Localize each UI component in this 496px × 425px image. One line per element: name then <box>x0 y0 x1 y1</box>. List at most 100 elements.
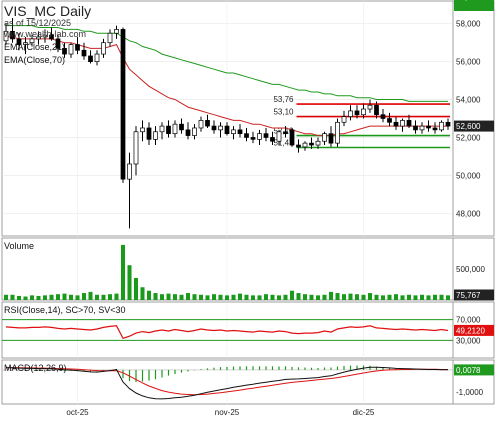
candle-body <box>218 125 223 131</box>
candle-body <box>3 30 9 42</box>
candle-body <box>328 133 334 144</box>
candle-body <box>367 104 373 110</box>
ema70-last-value: 53,914 <box>456 0 481 2</box>
volume-bar <box>16 295 22 300</box>
candle-body <box>270 137 275 142</box>
volume-bar <box>283 294 288 300</box>
candle-body <box>354 110 360 116</box>
candle-body <box>413 125 418 131</box>
level-label: 53,10 <box>273 108 294 117</box>
candle-body <box>205 120 210 127</box>
volume-bar <box>276 295 282 300</box>
candle-body <box>127 163 132 180</box>
macd-tick-label: -1,0000 <box>456 388 484 397</box>
candle-body <box>224 125 230 135</box>
volume-bar <box>341 294 347 300</box>
candle-body <box>179 123 184 131</box>
volume-bar <box>224 295 230 300</box>
candle-body <box>445 121 451 127</box>
candle-body <box>49 34 54 40</box>
volume-bar <box>393 294 399 300</box>
volume-bar <box>315 295 321 300</box>
volume-tick-label: 500,000 <box>456 265 485 274</box>
macd-label: MACD(12,26,9) <box>4 363 67 373</box>
price-tick-label: 54,000 <box>456 96 481 105</box>
candle-body <box>172 123 178 135</box>
volume-bar <box>380 295 386 300</box>
candle-body <box>146 127 152 140</box>
volume-bar <box>231 294 236 300</box>
candle-body <box>198 120 204 129</box>
level-label: 53,76 <box>273 95 294 104</box>
volume-bar <box>166 293 171 300</box>
volume-bar <box>205 295 210 300</box>
rsi-last-value-bg <box>454 324 494 336</box>
candle-body <box>231 129 236 135</box>
candle-body <box>283 131 288 135</box>
candle-body <box>263 133 269 138</box>
volume-bar <box>75 295 80 300</box>
volume-bar <box>81 293 87 300</box>
x-tick-label: dic-25 <box>353 408 375 417</box>
candle-body <box>29 38 35 44</box>
macd-line <box>6 366 448 400</box>
candle-body <box>361 108 366 116</box>
candle-body <box>276 131 282 142</box>
candle-body <box>133 131 139 165</box>
volume-bar <box>406 294 412 300</box>
site-url: www.wealth-lab.com <box>4 29 87 39</box>
candle-body <box>289 129 295 146</box>
as-of-date: as of 15/12/2025 <box>4 18 72 28</box>
volume-label: Volume <box>4 241 35 251</box>
volume-bar <box>413 295 418 300</box>
volume-bar <box>88 291 93 300</box>
price-tick-label: 52,000 <box>456 133 481 142</box>
volume-bar <box>29 295 35 300</box>
pane-frame-vol <box>1 237 495 301</box>
candle-body <box>166 125 171 135</box>
candle-body <box>68 44 74 55</box>
volume-bar <box>3 294 9 300</box>
rsi-tick-label: 70,000 <box>456 316 481 325</box>
candle-body <box>10 30 15 40</box>
volume-bar <box>322 294 327 300</box>
volume-bar <box>94 294 100 300</box>
candle-body <box>419 125 425 131</box>
volume-bar <box>153 293 158 300</box>
ema70-line <box>6 25 448 102</box>
volume-bar <box>439 294 444 300</box>
volume-bar <box>250 295 256 300</box>
volume-bar <box>257 295 262 300</box>
candle-body <box>159 125 165 133</box>
volume-bar <box>244 294 249 300</box>
volume-bar <box>140 287 145 300</box>
candle-body <box>120 29 126 180</box>
candle-body <box>322 133 327 142</box>
candle-body <box>374 104 379 116</box>
candle-body <box>257 133 262 140</box>
candle-body <box>153 131 158 140</box>
x-tick-label: oct-25 <box>66 408 89 417</box>
pane-frame-macd <box>1 359 495 405</box>
candle-body <box>335 121 340 144</box>
price-tick-label: 56,000 <box>456 58 481 67</box>
volume-bar <box>374 294 379 300</box>
volume-bar <box>55 294 61 300</box>
candle-body <box>315 140 321 146</box>
volume-bar <box>36 295 41 300</box>
candle-body <box>400 120 405 127</box>
candle-body <box>341 116 347 123</box>
rsi-label: RSI(Close,14), SC>70, SV<30 <box>4 305 126 315</box>
candle-body <box>244 133 249 138</box>
volume-bar <box>419 294 425 300</box>
candle-body <box>406 120 412 127</box>
volume-bar <box>127 265 132 300</box>
volume-bar <box>445 295 451 300</box>
ema70-last-value-bg <box>454 0 494 11</box>
price-tick-label: 50,000 <box>456 171 481 180</box>
volume-bar <box>367 293 373 300</box>
volume-bar <box>426 295 431 300</box>
volume-bar <box>146 290 152 300</box>
candle-body <box>380 114 386 119</box>
